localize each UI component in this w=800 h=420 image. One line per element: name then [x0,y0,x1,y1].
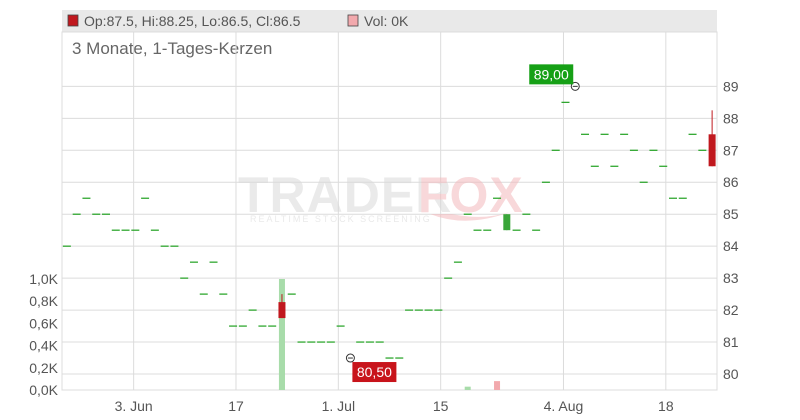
volume-tick-label: 1,0K [29,271,58,287]
low-callout-box [352,362,397,383]
volume-legend-swatch [347,14,359,27]
price-tick-label: 82 [723,302,739,318]
date-tick-label: 18 [658,398,674,414]
traderfox-watermark: TRADER FOX REALTIME STOCK SCREENING [238,167,523,224]
volume-bar [464,386,471,390]
volume-tick-label: 0,8K [29,293,58,309]
volume-legend-text: Vol: 0K [364,13,409,29]
volume-axis: 0,0K 0,2K 0,4K 0,6K 0,8K 1,0K [29,271,58,398]
high-callout-box [529,64,574,85]
date-tick-label: 4. Aug [544,398,584,414]
date-tick-label: 3. Jun [115,398,153,414]
candle-down [708,134,716,167]
ohlc-legend-swatch [67,14,79,27]
price-tick-label: 81 [723,334,739,350]
price-tick-label: 87 [723,142,739,158]
price-annotations: 89,00 80,50 [345,64,580,383]
price-tick-label: 89 [723,78,739,94]
price-tick-label: 86 [723,174,739,190]
price-tick-label: 80 [723,366,739,382]
ohlc-legend-text: Op:87.5, Hi:88.25, Lo:86.5, Cl:86.5 [84,13,301,29]
candle-down [278,302,286,319]
volume-tick-label: 0,6K [29,315,58,331]
price-axis: 80 81 82 83 84 85 86 87 88 89 [723,78,739,382]
fox-tail-icon [430,208,520,221]
price-tick-label: 85 [723,206,739,222]
candle-up [503,214,511,231]
volume-bar [494,381,501,390]
plot-border [61,31,718,391]
watermark-tagline: REALTIME STOCK SCREENING [250,214,432,224]
chart-grid [61,31,718,391]
watermark-brand-left: TRADER [238,167,452,223]
price-tick-label: 88 [723,110,739,126]
date-axis: 3. Jun 17 1. Jul 15 4. Aug 18 [115,398,674,414]
volume-bars [278,279,501,390]
candles [62,85,716,359]
date-tick-label: 15 [433,398,449,414]
date-tick-label: 1. Jul [322,398,355,414]
price-tick-label: 84 [723,238,739,254]
volume-tick-label: 0,4K [29,338,58,354]
chart-subtitle: 3 Monate, 1-Tages-Kerzen [72,39,272,58]
low-callout-label: 80,50 [357,364,392,380]
chart-header-bar [62,10,717,32]
volume-tick-label: 0,0K [29,382,58,398]
date-tick-label: 17 [228,398,244,414]
high-callout-label: 89,00 [534,66,569,82]
price-tick-label: 83 [723,270,739,286]
volume-bar [278,304,285,390]
volume-tick-label: 0,2K [29,360,58,376]
